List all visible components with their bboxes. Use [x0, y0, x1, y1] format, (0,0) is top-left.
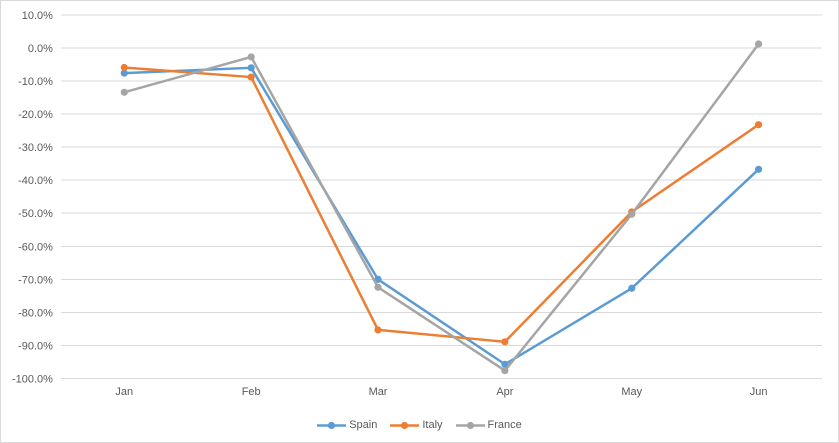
chart-legend: Spain Italy France	[1, 420, 838, 431]
x-tick-label: Apr	[496, 386, 513, 398]
y-tick-label: 0.0%	[28, 43, 53, 55]
data-point-marker	[628, 284, 636, 292]
y-tick-label: -40.0%	[18, 175, 53, 187]
series-line	[123, 66, 760, 366]
legend-swatch-marker	[401, 421, 409, 430]
y-tick-label: -20.0%	[18, 109, 53, 121]
data-point-marker	[374, 275, 382, 283]
legend-swatch-marker	[328, 421, 336, 430]
data-point-marker	[374, 283, 382, 291]
data-point-marker	[501, 338, 509, 346]
legend-item-italy: Italy	[390, 419, 443, 431]
series-line	[123, 42, 760, 372]
legend-label: Spain	[349, 419, 378, 431]
x-tick-label: Feb	[242, 386, 261, 398]
y-tick-label: -100.0%	[12, 373, 53, 385]
data-point-marker	[120, 88, 128, 96]
legend-line-marker-swatch	[455, 421, 485, 430]
x-tick-label: Mar	[369, 386, 388, 398]
y-tick-label: -60.0%	[18, 241, 53, 253]
data-point-marker	[755, 121, 763, 129]
legend-line-marker-swatch	[390, 421, 420, 430]
y-tick-label: -90.0%	[18, 340, 53, 352]
series-italy	[120, 63, 763, 346]
y-tick-label: -70.0%	[18, 274, 53, 286]
data-point-marker	[120, 69, 128, 77]
y-tick-label: 10.0%	[22, 10, 53, 22]
data-point-marker	[247, 53, 255, 61]
y-tick-label: -50.0%	[18, 208, 53, 220]
data-point-marker	[120, 63, 128, 72]
data-point-marker	[247, 64, 255, 72]
legend-label: France	[487, 419, 522, 431]
data-point-marker	[755, 165, 763, 173]
x-tick-label: May	[621, 386, 642, 398]
data-point-marker	[755, 40, 763, 48]
series-france	[120, 40, 763, 375]
series-line	[123, 66, 760, 344]
y-tick-label: -10.0%	[18, 76, 53, 88]
data-point-marker	[501, 366, 509, 375]
x-tick-label: Jun	[750, 386, 768, 398]
legend-line-marker-swatch	[317, 421, 347, 430]
data-point-marker	[247, 73, 255, 81]
legend-item-spain: Spain	[317, 420, 377, 431]
y-tick-label: -30.0%	[18, 142, 53, 154]
data-point-marker	[501, 360, 509, 368]
legend-item-france: France	[455, 419, 522, 431]
legend-label: Italy	[422, 419, 443, 431]
data-point-marker	[374, 326, 382, 334]
series-spain	[120, 64, 763, 368]
legend-swatch-marker	[466, 421, 474, 430]
data-point-marker	[628, 210, 636, 218]
x-tick-label: Jan	[115, 386, 133, 398]
y-tick-label: -80.0%	[18, 307, 53, 319]
